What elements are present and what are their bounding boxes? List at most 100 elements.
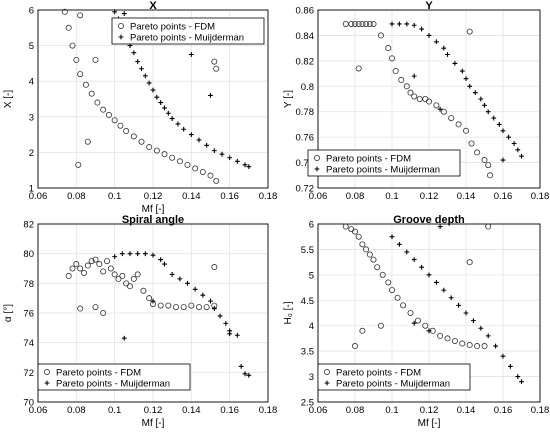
- muijderman-point: [223, 320, 229, 326]
- muijderman-point: [411, 73, 417, 79]
- muijderman-point: [242, 162, 248, 168]
- fdm-point: [407, 309, 414, 316]
- legend-label: Pareto points - Muijderman: [56, 379, 170, 390]
- muijderman-point: [154, 94, 160, 100]
- muijderman-point: [500, 353, 506, 359]
- fdm-point: [82, 81, 89, 88]
- fdm-point: [355, 20, 362, 27]
- chart-title: Spiral angle: [122, 214, 184, 226]
- fdm-point: [134, 271, 141, 278]
- muijderman-point: [219, 151, 225, 157]
- muijderman-point: [491, 115, 497, 121]
- y-tick-label: 2: [29, 148, 34, 159]
- fdm-point: [75, 161, 82, 168]
- x-tick-label: 0.08: [67, 405, 86, 416]
- muijderman-point: [426, 328, 432, 334]
- muijderman-point: [485, 333, 491, 339]
- fdm-point: [403, 83, 410, 90]
- fdm-point: [366, 251, 373, 258]
- muijderman-point: [434, 39, 439, 45]
- muijderman-point: [437, 106, 443, 112]
- fdm-point: [188, 302, 195, 309]
- fdm-point: [81, 269, 88, 276]
- muijderman-point: [112, 9, 118, 15]
- fdm-point: [77, 305, 84, 312]
- y-axis-label: Y [-]: [283, 90, 294, 108]
- fdm-point: [84, 138, 91, 145]
- muijderman-point: [142, 73, 148, 79]
- x-tick-label: 0.18: [259, 191, 278, 202]
- fdm-point: [455, 121, 462, 128]
- muijderman-point: [131, 50, 137, 56]
- fdm-point: [370, 20, 377, 27]
- chart-title: Y: [425, 0, 433, 12]
- muijderman-point: [162, 261, 167, 267]
- fdm-point: [146, 144, 153, 151]
- y-axis-label: H₀ [-]: [283, 301, 294, 324]
- fdm-point: [92, 304, 99, 311]
- fdm-point: [69, 42, 76, 49]
- muijderman-point: [227, 155, 233, 161]
- muijderman-point: [419, 264, 424, 270]
- muijderman-point: [467, 83, 473, 89]
- muijderman-point: [471, 318, 476, 324]
- fdm-point: [123, 280, 130, 287]
- y-tick-label: 4.5: [301, 296, 314, 307]
- x-tick-label: 0.12: [420, 405, 439, 416]
- fdm-point: [123, 128, 130, 135]
- fdm-point: [65, 272, 72, 279]
- y-tick-label: 5: [29, 41, 34, 52]
- fdm-point: [444, 335, 451, 342]
- fdm-point: [487, 172, 494, 179]
- muijderman-point: [515, 374, 521, 379]
- fdm-point: [342, 223, 349, 230]
- muijderman-point: [419, 26, 424, 32]
- x-tick-label: 0.1: [108, 191, 121, 202]
- legend-label: Pareto points - FDM: [326, 154, 411, 165]
- plot-frame: [37, 223, 269, 403]
- fdm-point: [211, 264, 218, 271]
- muijderman-point: [437, 224, 443, 229]
- fdm-point: [377, 32, 384, 39]
- muijderman-point: [441, 287, 447, 293]
- muijderman-point: [158, 100, 164, 105]
- fdm-point: [184, 161, 191, 168]
- plot-frame: [37, 9, 269, 189]
- legend-label: Pareto points - Muijderman: [130, 33, 244, 44]
- fdm-point: [65, 24, 72, 31]
- muijderman-point: [119, 251, 125, 257]
- y-tick-label: 1: [29, 184, 34, 195]
- fdm-point: [77, 71, 84, 78]
- x-tick-label: 0.1: [385, 191, 398, 202]
- y-tick-label: 3.5: [301, 347, 314, 358]
- x-tick-label: 0.14: [457, 405, 476, 416]
- x-axis-label: Mf [-]: [418, 418, 441, 429]
- fdm-point: [180, 304, 187, 311]
- fdm-point: [385, 45, 392, 52]
- muijderman-point: [452, 61, 458, 66]
- y-tick-label: 0.72: [296, 184, 315, 195]
- fdm-point: [366, 20, 373, 27]
- muijderman-point: [426, 272, 432, 278]
- chart-panel-4: 0.06 0.08 0.1 0.12 0.14 0.16 0.18 2.5 3 3.5 4 4.5 5 5…: [283, 214, 549, 429]
- muijderman-point: [150, 87, 156, 93]
- fdm-point: [394, 294, 401, 301]
- legend-box: [111, 17, 265, 45]
- fdm-point: [485, 162, 492, 169]
- muijderman-point: [411, 257, 417, 262]
- y-tick-label: 5: [309, 270, 314, 281]
- muijderman-point: [411, 22, 417, 28]
- fdm-point: [176, 158, 183, 165]
- fdm-point: [69, 265, 76, 272]
- fdm-point: [172, 304, 179, 311]
- fdm-point: [153, 147, 160, 154]
- muijderman-point: [463, 310, 469, 316]
- fdm-point: [422, 322, 429, 329]
- fdm-point: [407, 89, 414, 96]
- muijderman-point: [404, 249, 410, 255]
- muijderman-point: [175, 121, 181, 127]
- muijderman-point: [238, 364, 244, 369]
- x-tick-label: 0.1: [108, 405, 121, 416]
- fdm-point: [169, 154, 176, 161]
- muijderman-point: [196, 137, 202, 143]
